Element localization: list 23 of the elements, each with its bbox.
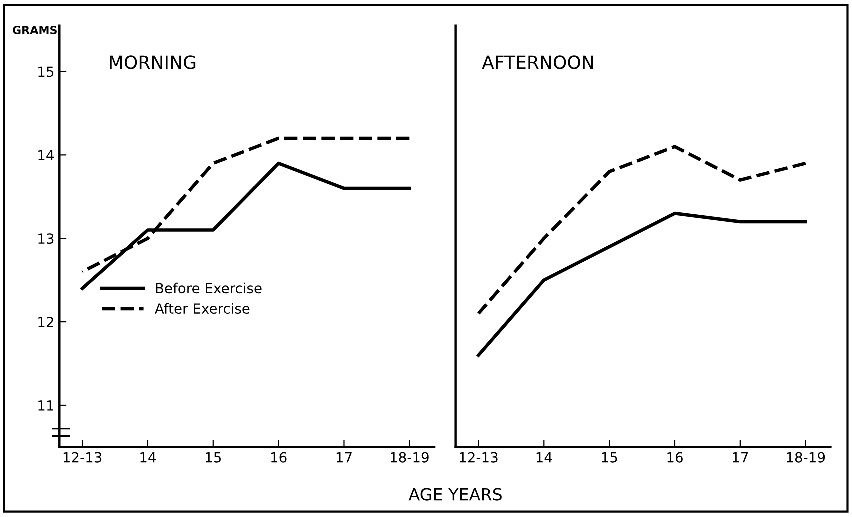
y-tick-label: 11 [38, 400, 54, 411]
y-axis-title: GRAMS [12, 26, 57, 34]
text: MORNING [110, 56, 196, 70]
x-tick-label: 15 [602, 452, 618, 463]
x-tick-label: 12-13 [64, 452, 102, 463]
legend-label: Before Exercise [156, 282, 262, 294]
y-tick-label: 15 [38, 66, 54, 78]
x-tick-label: 16 [272, 452, 287, 463]
y-tick-label: 14 [38, 150, 54, 160]
y-tick-label: 12 [38, 317, 54, 328]
x-tick-label: 17 [733, 452, 748, 463]
x-tick-label: 16 [668, 452, 683, 463]
x-axis-title: AGE YEARS [408, 488, 502, 501]
legend-label: After Exercise [155, 303, 250, 314]
x-tick-label: 12-13 [460, 452, 498, 463]
x-tick-label: 18-19 [391, 452, 429, 463]
x-tick-label: 14 [140, 452, 156, 463]
text: AFTERNOON [482, 56, 594, 70]
x-tick-label: 18-19 [787, 452, 826, 463]
y-tick-label: 13 [38, 234, 54, 244]
x-tick-label: 17 [336, 452, 352, 463]
x-tick-label: 15 [206, 452, 222, 463]
x-tick-label: 14 [536, 452, 552, 463]
